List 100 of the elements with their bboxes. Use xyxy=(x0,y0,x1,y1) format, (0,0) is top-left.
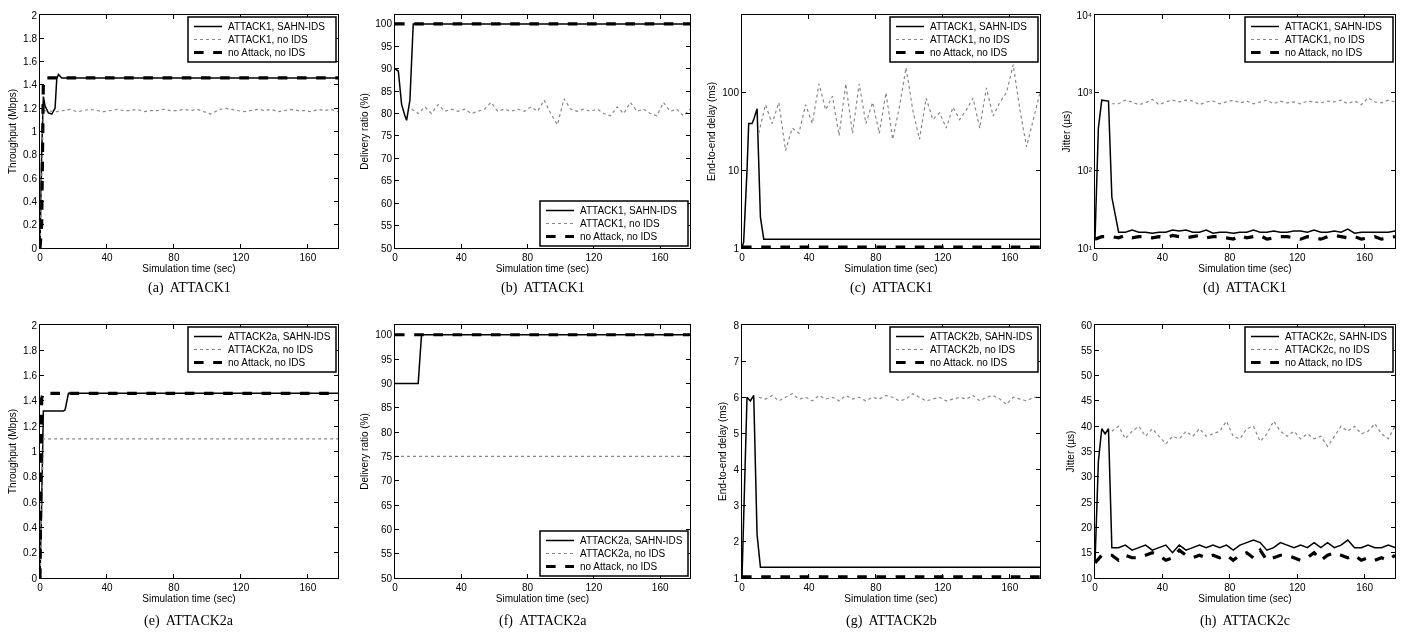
y-tick-label: 0.4 xyxy=(23,521,38,533)
y-tick-label: 70 xyxy=(380,475,393,487)
y-tick-label: 0.6 xyxy=(23,172,38,184)
x-tick-label: 80 xyxy=(522,582,534,593)
x-axis-title: Simulation time (sec) xyxy=(142,263,236,274)
y-tick-label: 60 xyxy=(380,197,393,209)
y-tick-label: 7 xyxy=(733,355,740,367)
x-tick-label: 120 xyxy=(232,582,250,593)
y-tick-label: 70 xyxy=(380,152,393,164)
y-axis-title: Throughput (Mbps) xyxy=(7,408,19,495)
x-tick-label: 40 xyxy=(455,252,468,263)
text: (g) ATTACK2b xyxy=(846,613,937,629)
x-tick-label: 160 xyxy=(1356,252,1374,263)
legend-label: ATTACK2a, SAHN-IDS xyxy=(228,331,331,342)
y-tick-label: 10⁴ xyxy=(1076,9,1092,21)
text: (c) ATTACK1 xyxy=(850,280,933,296)
x-tick-label: 40 xyxy=(101,252,113,263)
text: (d) ATTACK1 xyxy=(1203,280,1287,296)
y-tick-label: 1 xyxy=(31,446,38,457)
x-tick-label: 120 xyxy=(1288,582,1307,593)
y-tick-label: 25 xyxy=(1080,496,1093,508)
x-axis-title: Simulation time (sec) xyxy=(495,263,590,274)
legend-label: no Attack, no IDS xyxy=(228,357,306,368)
y-tick-label: 1.8 xyxy=(23,32,38,44)
x-tick-label: 80 xyxy=(1224,252,1236,263)
x-tick-label: 120 xyxy=(934,582,952,593)
y-tick-label: 10 xyxy=(727,164,740,176)
y-tick-label: 2 xyxy=(31,319,38,331)
y-axis-title: End-to-end delay (ms) xyxy=(706,82,718,181)
y-tick-label: 60 xyxy=(380,523,393,535)
text: (a) ATTACK1 xyxy=(148,280,231,296)
y-tick-label: 100 xyxy=(375,329,393,341)
x-tick-label: 40 xyxy=(803,252,815,263)
y-tick-label: 0.2 xyxy=(23,219,38,231)
x-axis-title: Simulation time (sec) xyxy=(1198,593,1292,604)
y-tick-label: 65 xyxy=(380,175,393,187)
x-tick-label: 80 xyxy=(870,582,882,593)
y-tick-label: 2 xyxy=(31,9,38,21)
x-axis-title: Simulation time (sec) xyxy=(844,263,938,274)
y-tick-label: 100 xyxy=(722,87,740,99)
legend-label: no Attack, no IDS xyxy=(580,561,658,572)
y-tick-label: 1.6 xyxy=(23,56,38,68)
y-tick-label: 50 xyxy=(380,242,393,254)
x-tick-label: 160 xyxy=(651,252,669,263)
legend-label: ATTACK2a, SAHN-IDS xyxy=(580,535,683,546)
x-axis-title: Simulation time (sec) xyxy=(844,593,938,604)
y-tick-label: 1.2 xyxy=(23,420,38,432)
y-tick-label: 55 xyxy=(1080,344,1093,356)
legend-label: ATTACK1, no IDS xyxy=(1285,34,1365,45)
legend-label: no Attack, no IDS xyxy=(228,47,306,58)
x-tick-label: 40 xyxy=(1156,252,1169,263)
y-tick-label: 1.8 xyxy=(23,344,38,356)
x-tick-label: 120 xyxy=(232,252,250,263)
y-tick-label: 2 xyxy=(733,536,740,548)
y-tick-label: 0.8 xyxy=(23,471,38,483)
legend-label: ATTACK2c, SAHN-IDS xyxy=(1285,331,1388,342)
y-tick-label: 4 xyxy=(733,464,740,476)
text: (h) ATTACK2c xyxy=(1200,613,1290,629)
legend-label: ATTACK1, SAHN-IDS xyxy=(228,21,326,32)
legend-label: no Attack, no IDS xyxy=(930,47,1008,58)
y-tick-label: 55 xyxy=(380,220,393,232)
y-tick-label: 50 xyxy=(1080,370,1093,382)
y-axis-title: Delivery ratio (%) xyxy=(359,413,371,490)
legend-label: ATTACK1, SAHN-IDS xyxy=(580,205,678,216)
x-tick-label: 80 xyxy=(522,252,534,263)
x-axis-title: Simulation time (sec) xyxy=(1198,263,1292,274)
x-tick-label: 40 xyxy=(803,582,815,593)
x-tick-label: 160 xyxy=(299,252,317,263)
y-tick-label: 90 xyxy=(380,63,393,75)
y-tick-label: 1 xyxy=(733,242,740,254)
legend-label: ATTACK2b, no IDS xyxy=(930,344,1016,355)
legend-label: no Attack, no IDS xyxy=(1285,357,1363,368)
y-axis-title: Throughput (Mbps) xyxy=(7,88,19,175)
legend-label: ATTACK1, SAHN-IDS xyxy=(1285,21,1383,32)
x-tick-label: 120 xyxy=(1288,252,1307,263)
y-tick-label: 1.4 xyxy=(23,395,38,407)
y-tick-label: 5 xyxy=(733,427,740,439)
y-tick-label: 15 xyxy=(1080,547,1093,559)
legend-label: no Attack, no IDS xyxy=(1285,47,1363,58)
legend-label: no Attack. no IDS xyxy=(930,357,1008,368)
y-tick-label: 0.6 xyxy=(23,496,38,508)
y-tick-label: 0 xyxy=(31,242,38,254)
y-tick-label: 0.2 xyxy=(23,547,38,559)
y-tick-label: 60 xyxy=(1080,319,1093,331)
legend-label: ATTACK2a, no IDS xyxy=(580,548,666,559)
x-tick-label: 120 xyxy=(585,582,603,593)
legend-label: ATTACK1, no IDS xyxy=(228,34,308,45)
text: (e) ATTACK2a xyxy=(144,613,234,629)
x-tick-label: 40 xyxy=(1156,582,1169,593)
x-tick-label: 160 xyxy=(1356,582,1374,593)
y-tick-label: 75 xyxy=(380,450,393,462)
text: (f) ATTACK2a xyxy=(499,613,588,629)
y-tick-label: 6 xyxy=(733,391,740,403)
y-tick-label: 85 xyxy=(380,402,393,414)
y-tick-label: 1 xyxy=(31,126,38,137)
y-tick-label: 65 xyxy=(380,499,393,511)
y-tick-label: 8 xyxy=(733,319,740,331)
y-axis-title: End-to-end delay (ms) xyxy=(717,402,729,501)
text: (b) ATTACK1 xyxy=(501,280,585,296)
x-tick-label: 80 xyxy=(870,252,882,263)
